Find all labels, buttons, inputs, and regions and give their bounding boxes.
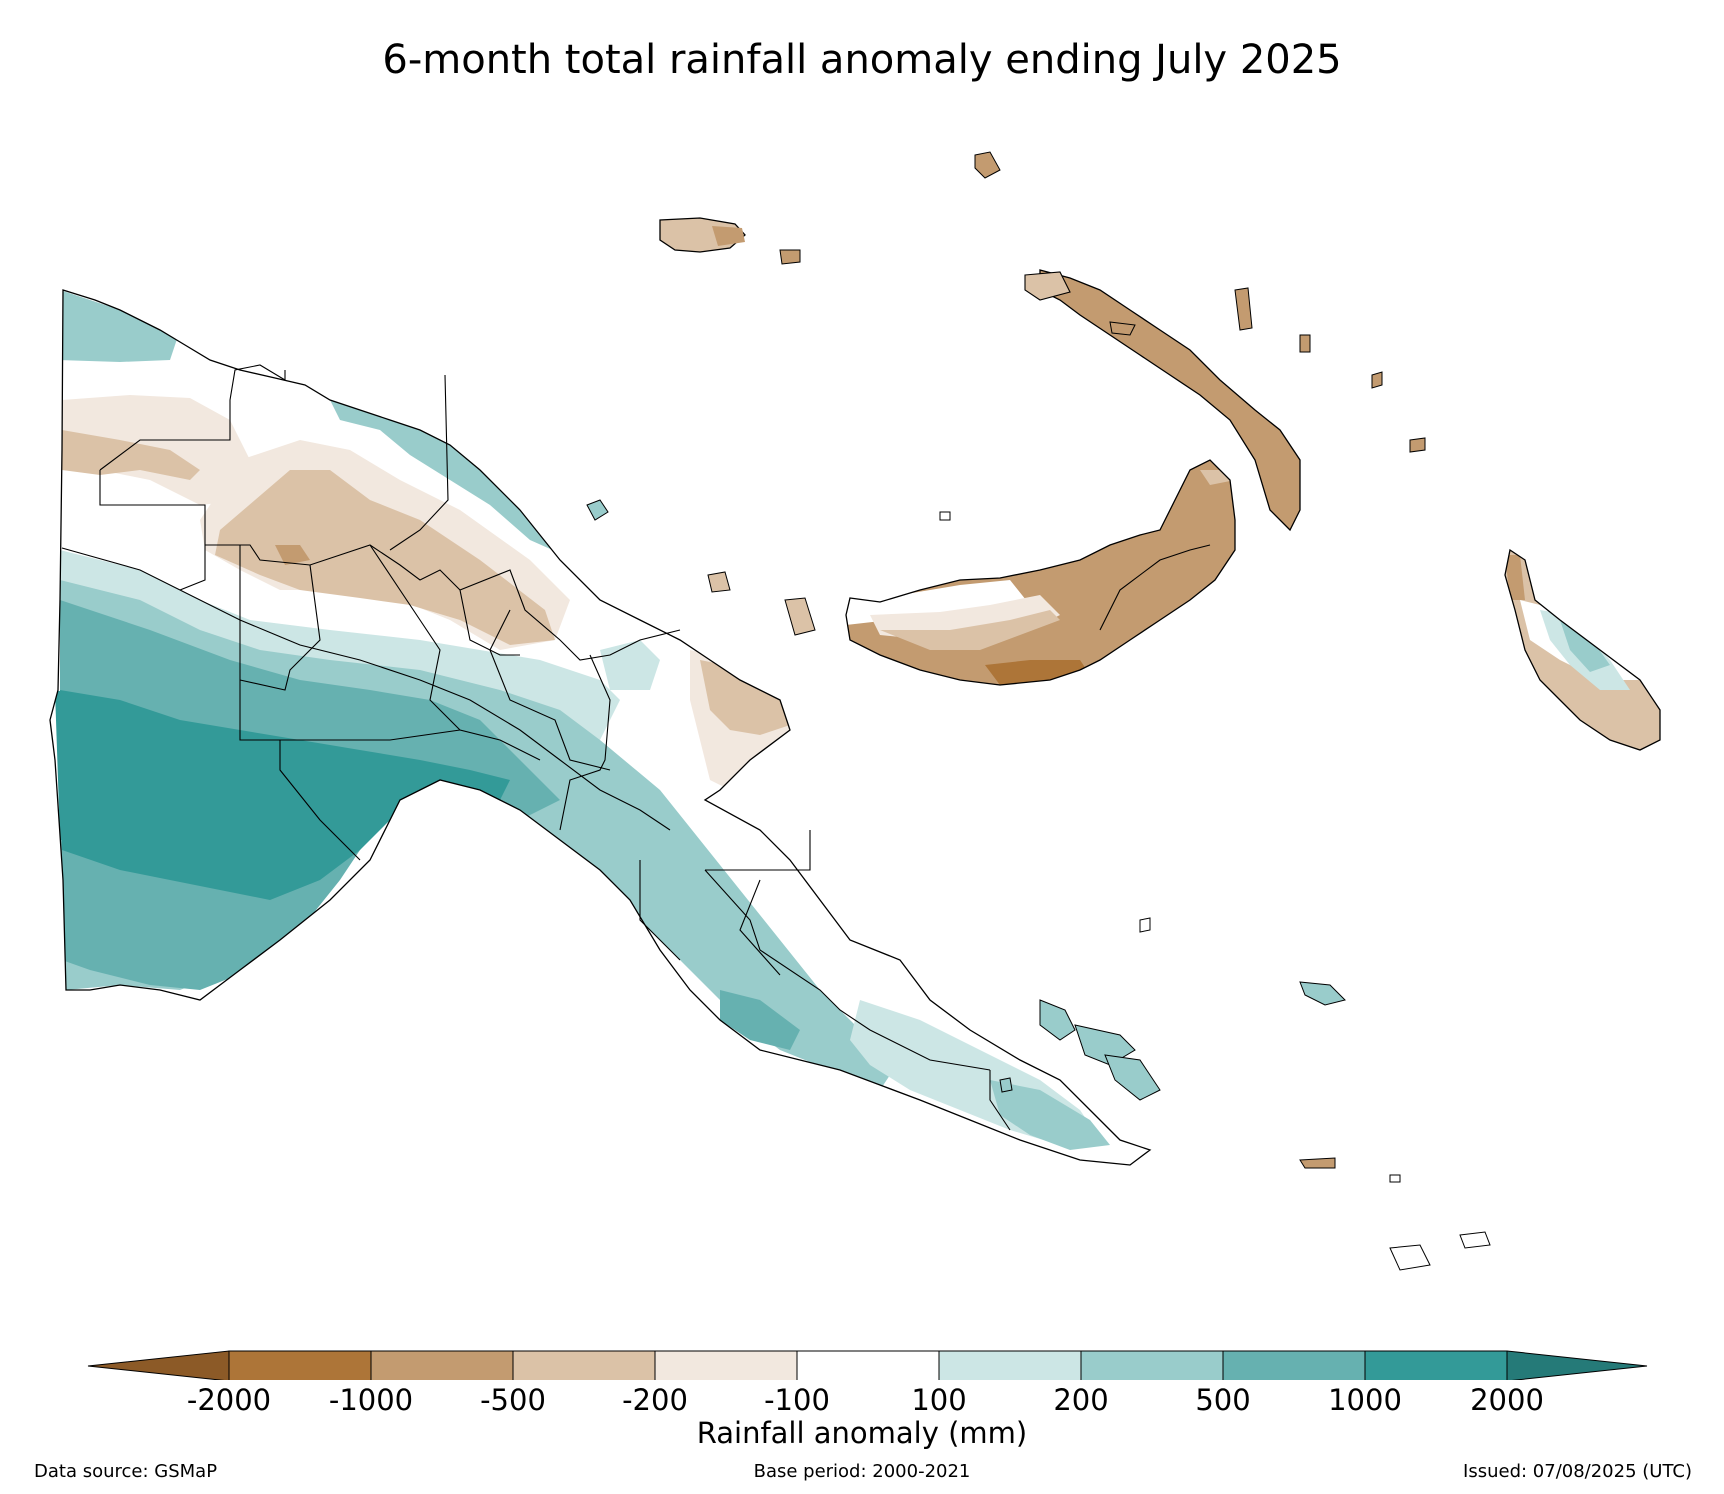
colorbar (87, 1350, 1648, 1380)
cb-seg-500-1000 (1222, 1350, 1366, 1380)
cb-seg-neg1000-neg500 (370, 1350, 514, 1380)
cb-seg-1000-2000 (1364, 1350, 1508, 1380)
cb-seg-200-500 (1080, 1350, 1224, 1380)
colorbar-tick: -100 (764, 1383, 830, 1417)
colorbar-extend-high (1506, 1350, 1648, 1380)
cb-seg-neg500-neg200 (512, 1350, 656, 1380)
band-1000-2000-west-coast (55, 690, 100, 840)
band-neg-200-500-east (700, 660, 790, 735)
colorbar-tick: 1000 (1328, 1383, 1402, 1417)
issued-date-text: Issued: 07/08/2025 (UTC) (1463, 1461, 1692, 1482)
manus-island (659, 217, 801, 265)
cb-seg-neg200-neg100 (654, 1350, 798, 1380)
colorbar-tick: -200 (622, 1383, 688, 1417)
bougainville (1504, 548, 1661, 751)
band-1000-2000-south (60, 690, 510, 900)
colorbar-tick: 2000 (1470, 1383, 1544, 1417)
colorbar-tick: -500 (480, 1383, 546, 1417)
colorbar-tick: 100 (911, 1383, 967, 1417)
band-neg-200-500-north (62, 430, 200, 480)
colorbar-segments (228, 1350, 1508, 1380)
colorbar-tick: 200 (1053, 1383, 1109, 1417)
band-neg-500-1000-highlands (275, 545, 310, 565)
colorbar-extend-low (87, 1350, 230, 1380)
page-title: 6-month total rainfall anomaly ending Ju… (382, 37, 1342, 83)
colorbar-tick: -2000 (186, 1383, 272, 1417)
base-period-text: Base period: 2000-2021 (753, 1461, 971, 1482)
new-britain (845, 459, 1236, 686)
small-islands (586, 151, 1491, 1271)
band-200-500-north-coast (330, 400, 580, 560)
province-boundaries (61, 364, 1011, 1131)
rainfall-anomaly-map (49, 151, 1661, 1271)
new-ireland (1024, 269, 1301, 532)
cb-seg-neg100-100 (796, 1350, 940, 1380)
cb-seg-neg2000-neg1000 (228, 1350, 372, 1380)
band-200-500-east-tail (990, 1080, 1110, 1150)
colorbar-label: Rainfall anomaly (mm) (696, 1416, 1028, 1450)
colorbar-tick: 500 (1195, 1383, 1251, 1417)
colorbar-tick: -1000 (328, 1383, 414, 1417)
data-source-text: Data source: GSMaP (34, 1461, 218, 1482)
cb-seg-100-200 (938, 1350, 1082, 1380)
band-500-1000-southeast (720, 990, 800, 1050)
mainland (49, 289, 1152, 1166)
band-200-500-north (60, 290, 180, 362)
band-neg-200-500-highlands (215, 470, 555, 645)
